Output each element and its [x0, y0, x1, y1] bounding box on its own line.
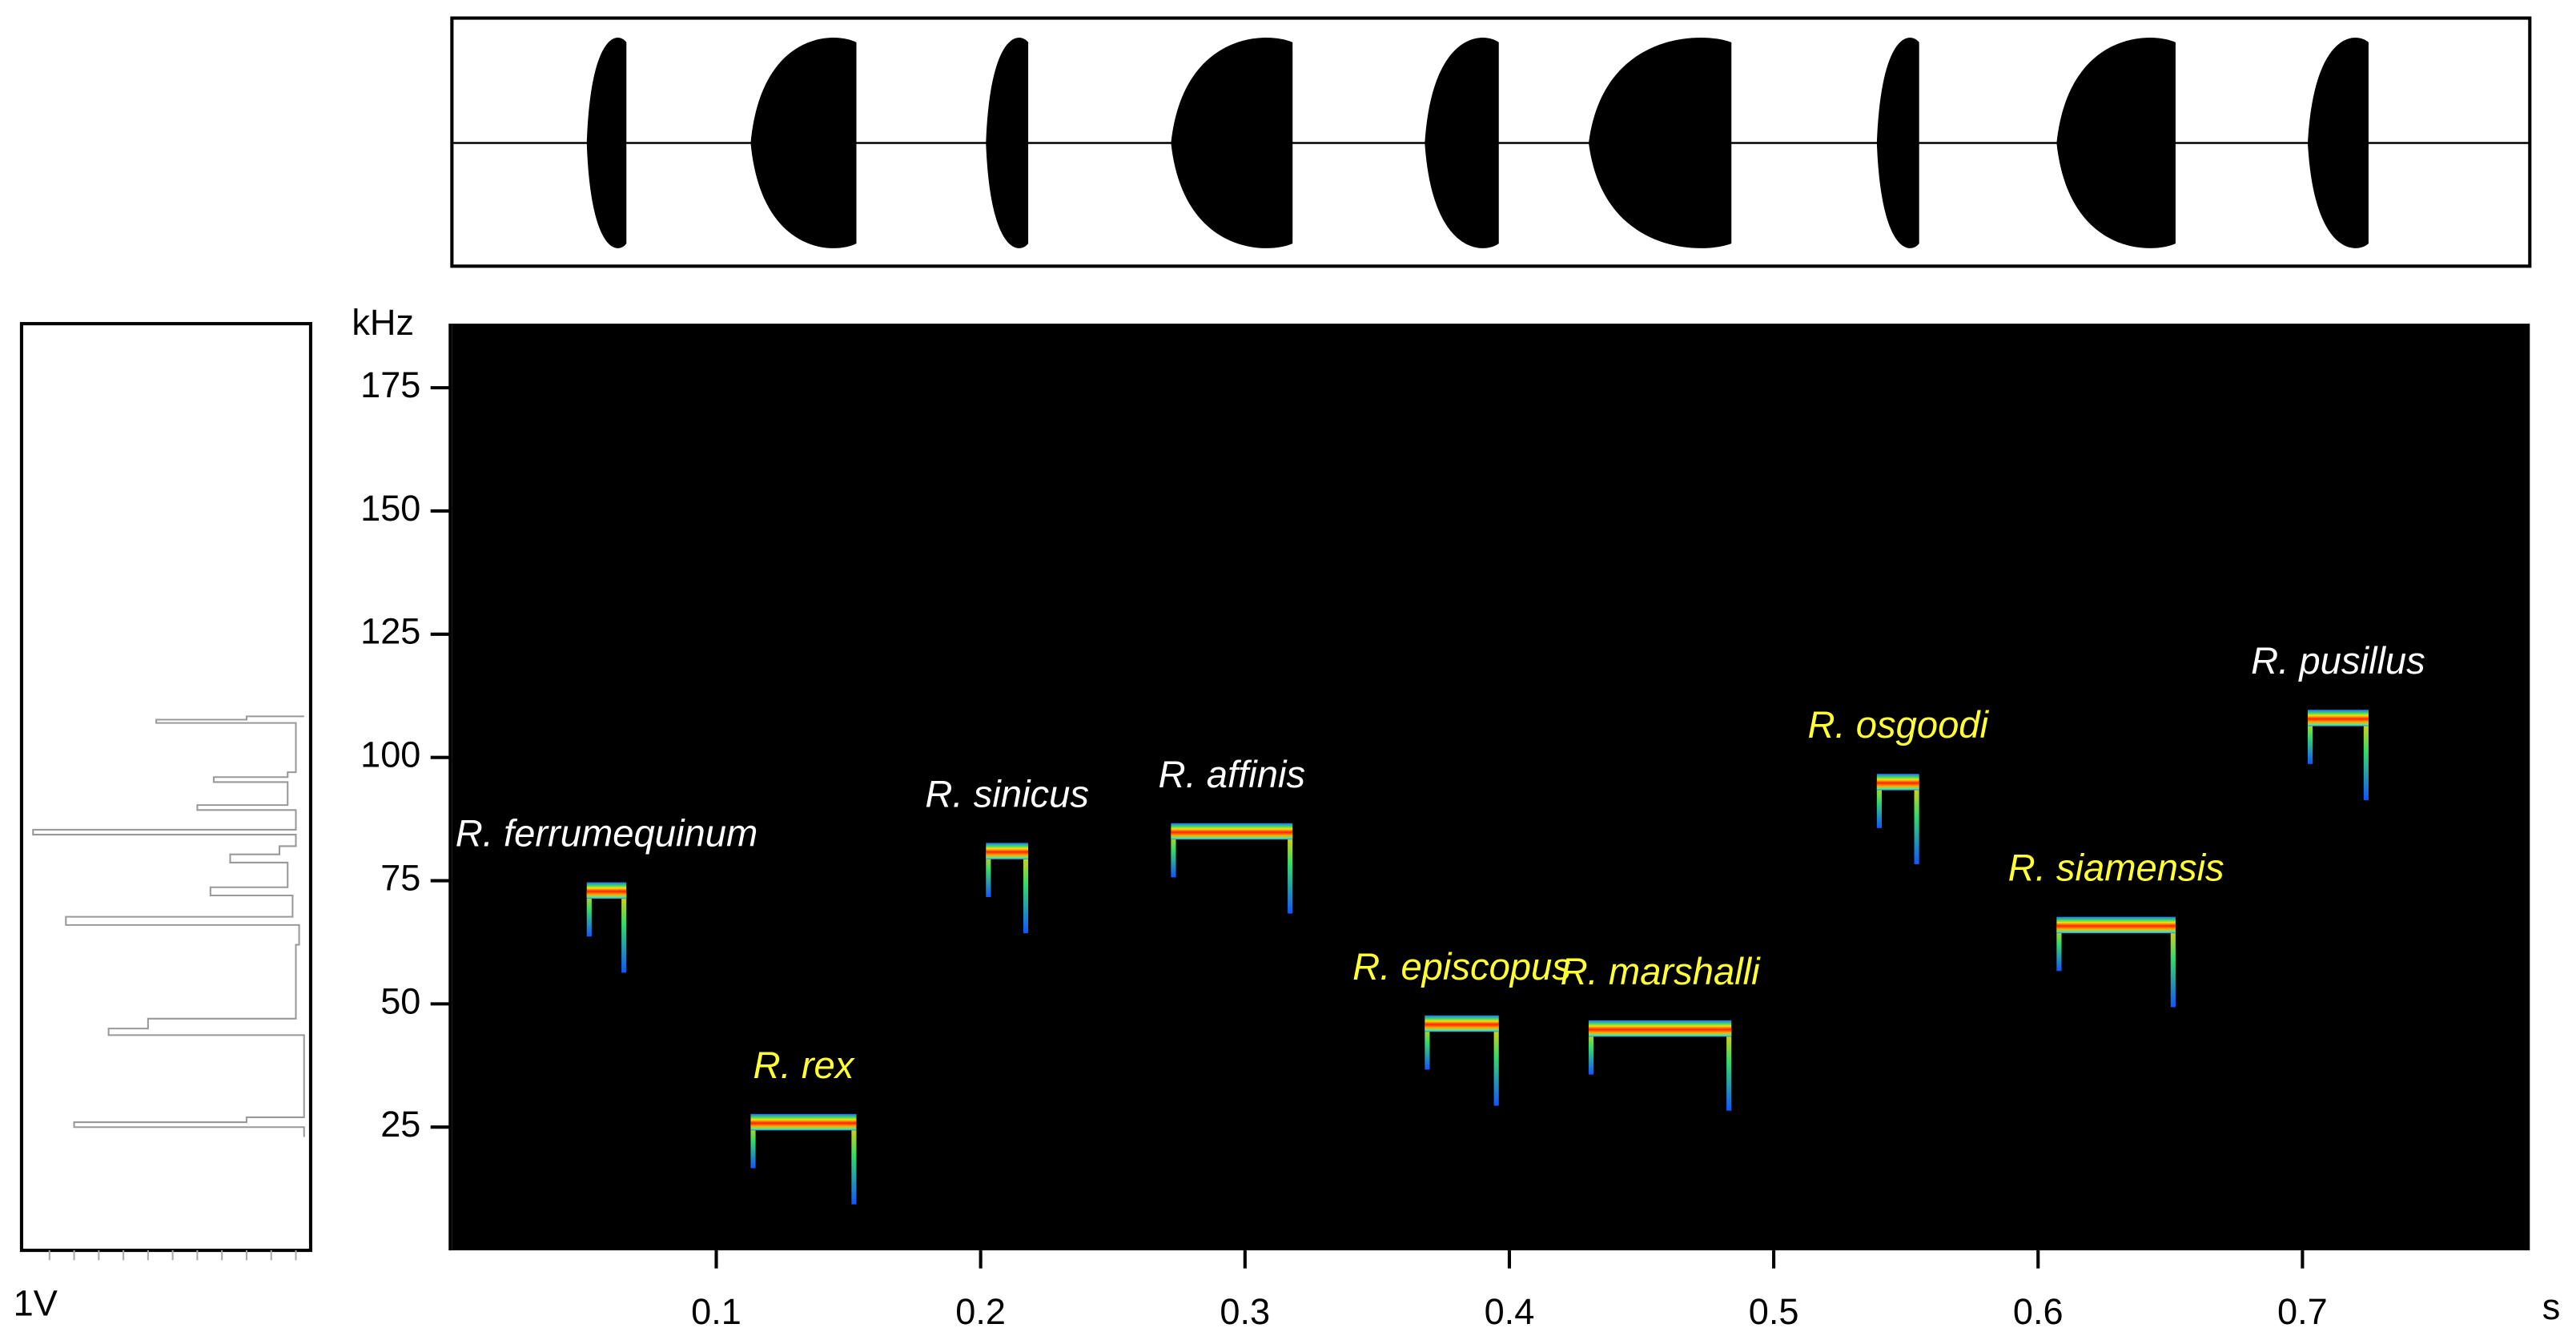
- call-label: R. osgoodi: [1808, 703, 1990, 746]
- x-tick-label: 0.3: [1220, 1291, 1270, 1332]
- fm-sweep: [1171, 831, 1176, 878]
- cf-component: [2056, 916, 2176, 934]
- x-tick-label: 0.2: [955, 1291, 1006, 1332]
- x-tick-label: 0.4: [1485, 1291, 1535, 1332]
- y-axis-label: kHz: [352, 302, 414, 343]
- cf-component: [586, 882, 627, 899]
- fm-sweep: [851, 1122, 857, 1205]
- waveform-envelope: [586, 38, 627, 248]
- x-axis-label: s: [2542, 1286, 2561, 1327]
- call-label: R. siamensis: [2008, 847, 2224, 889]
- waveform-envelope: [1425, 38, 1499, 248]
- fm-sweep: [586, 890, 592, 937]
- fm-sweep: [2363, 718, 2369, 801]
- spectrum-axis-ticks: [48, 1250, 297, 1261]
- call-label: R. ferrumequinum: [456, 812, 758, 855]
- cf-component: [1588, 1020, 1732, 1037]
- fm-sweep: [1914, 782, 1919, 865]
- call-label: R. rex: [754, 1044, 855, 1086]
- call-label: R. sinicus: [925, 772, 1088, 815]
- y-tick-label: 25: [380, 1104, 420, 1145]
- cf-component: [2307, 710, 2369, 726]
- x-tick-label: 0.6: [2013, 1291, 2064, 1332]
- amplitude-label: 1V: [14, 1283, 58, 1324]
- fm-sweep: [1288, 831, 1293, 914]
- waveform-envelope: [986, 38, 1029, 248]
- fm-sweep: [621, 890, 627, 973]
- spectrum-frame: [19, 322, 313, 1253]
- spectrogram-background: [452, 324, 2530, 1251]
- waveform-envelope: [2056, 38, 2176, 248]
- fm-sweep: [1876, 782, 1883, 828]
- y-tick-label: 175: [360, 364, 420, 405]
- fm-sweep: [1588, 1028, 1594, 1075]
- y-tick-label: 100: [360, 734, 420, 775]
- call-label: R. episcopus: [1352, 945, 1571, 988]
- fm-sweep: [1493, 1023, 1499, 1106]
- waveform-envelope: [2307, 38, 2369, 248]
- fm-sweep: [1726, 1028, 1732, 1111]
- fm-sweep: [1023, 851, 1029, 934]
- fm-sweep: [986, 851, 991, 898]
- cf-component: [1425, 1015, 1499, 1032]
- waveform-envelope: [1171, 38, 1293, 248]
- waveform-envelope: [1588, 38, 1732, 248]
- waveform: [586, 38, 2369, 248]
- cf-component: [750, 1113, 857, 1131]
- call-label: R. marshalli: [1561, 950, 1762, 992]
- call-label: R. pusillus: [2251, 639, 2425, 682]
- x-tick-label: 0.5: [1749, 1291, 1799, 1332]
- y-tick-label: 75: [380, 857, 420, 898]
- cf-component: [986, 843, 1029, 859]
- fm-sweep: [1425, 1023, 1430, 1070]
- x-tick-label: 0.7: [2277, 1291, 2328, 1332]
- cf-component: [1876, 774, 1919, 791]
- fm-sweep: [2170, 924, 2176, 1008]
- y-tick-label: 150: [360, 488, 420, 529]
- fm-sweep: [750, 1122, 756, 1169]
- waveform-envelope: [750, 38, 857, 248]
- y-tick-label: 125: [360, 611, 420, 652]
- cf-component: [1171, 823, 1293, 840]
- waveform-envelope: [1876, 38, 1919, 248]
- fm-sweep: [2056, 924, 2062, 972]
- fm-sweep: [2307, 718, 2313, 764]
- x-tick-label: 0.1: [691, 1291, 741, 1332]
- power-spectrum: [32, 715, 305, 1137]
- call-label: R. affinis: [1159, 753, 1306, 795]
- y-tick-label: 50: [380, 980, 420, 1021]
